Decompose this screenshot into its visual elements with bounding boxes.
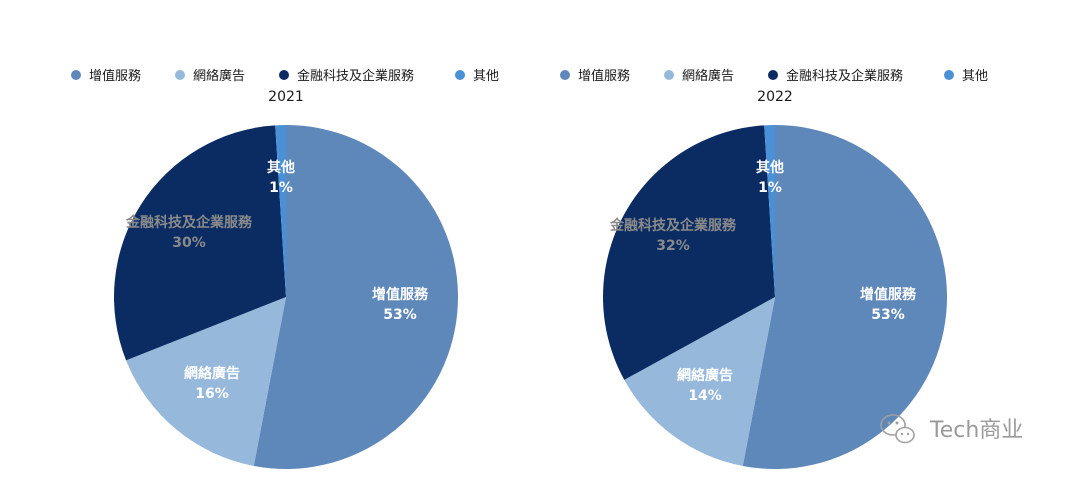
pie-slice[interactable]	[114, 125, 286, 361]
legend-swatch	[664, 70, 674, 80]
legend-label: 其他	[962, 69, 988, 84]
slice-label-value: 1%	[269, 180, 293, 196]
legend-item[interactable]: 網絡廣告	[175, 68, 245, 84]
legend-item[interactable]: 金融科技及企業服務	[279, 68, 414, 84]
pie-slice[interactable]	[624, 297, 775, 466]
legend-label: 增值服務	[89, 68, 141, 84]
legend-item[interactable]: 其他	[455, 69, 499, 84]
legend-swatch	[279, 70, 289, 80]
slice-label-value: 30%	[172, 235, 206, 251]
slice-label-name: 其他	[267, 159, 295, 176]
slice-label-value: 32%	[656, 238, 690, 254]
legend-label: 增值服務	[578, 68, 630, 84]
slice-label-name: 增值服務	[860, 286, 917, 303]
slice-label-value: 1%	[758, 180, 782, 196]
pie-slice[interactable]	[275, 125, 286, 297]
legend-swatch	[944, 70, 954, 80]
slice-label-name: 網絡廣告	[184, 365, 240, 382]
pie-slice[interactable]	[126, 297, 286, 466]
pie-slice[interactable]	[603, 125, 775, 380]
slice-label-value: 53%	[383, 307, 417, 323]
legend-swatch	[175, 70, 185, 80]
slice-label-value: 16%	[195, 386, 229, 402]
legend-swatch	[560, 70, 570, 80]
legend-swatch	[768, 70, 778, 80]
legend-item[interactable]: 其他	[944, 69, 988, 84]
legend-item[interactable]: 增值服務	[71, 68, 141, 84]
slice-label-name: 增值服務	[372, 286, 429, 303]
pie-slice[interactable]	[742, 125, 948, 470]
pie-slice[interactable]	[764, 125, 775, 297]
chart-title: 2022	[757, 89, 793, 105]
chart-title: 2021	[268, 89, 304, 105]
legend-item[interactable]: 網絡廣告	[664, 68, 734, 84]
legend-swatch	[455, 70, 465, 80]
pie-slice[interactable]	[253, 125, 459, 470]
legend-label: 網絡廣告	[682, 68, 734, 84]
legend-swatch	[71, 70, 81, 80]
slice-label-value: 53%	[871, 307, 905, 323]
legend-label: 金融科技及企業服務	[786, 68, 903, 84]
slice-label-name: 金融科技及企業服務	[609, 217, 737, 234]
legend-label: 其他	[473, 69, 499, 84]
slice-label-value: 14%	[688, 388, 722, 404]
legend-item[interactable]: 金融科技及企業服務	[768, 68, 903, 84]
slice-label-name: 金融科技及企業服務	[125, 214, 253, 231]
pie-chart-2021: 增值服務 網絡廣告 金融科技及企業服務 其他2021增值服務53%網絡廣告16%金融科…	[71, 68, 499, 470]
legend-label: 網絡廣告	[193, 68, 245, 84]
slice-label-name: 其他	[756, 159, 784, 176]
pie-chart-2022: 增值服務 網絡廣告 金融科技及企業服務 其他2022增值服務53%網絡廣告14%金融科…	[560, 68, 988, 470]
legend-item[interactable]: 增值服務	[560, 68, 630, 84]
slice-label-name: 網絡廣告	[677, 367, 733, 384]
legend-label: 金融科技及企業服務	[297, 68, 414, 84]
